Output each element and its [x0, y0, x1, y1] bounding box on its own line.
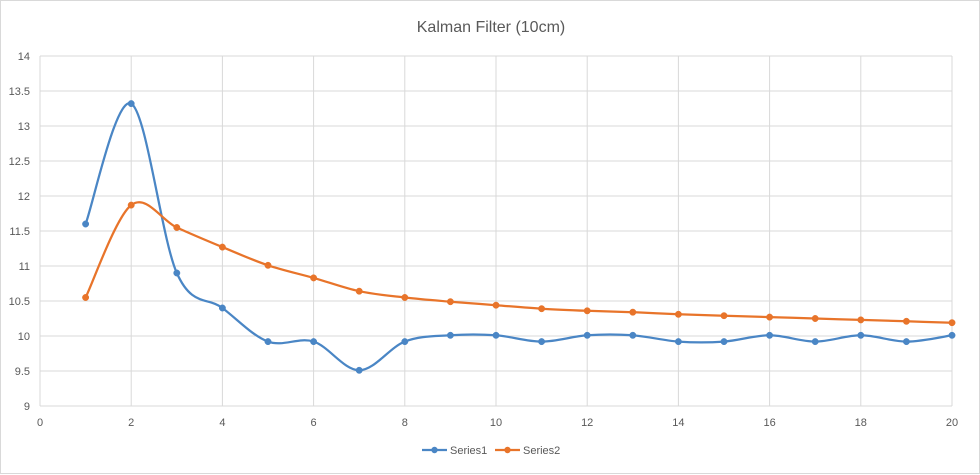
data-point — [720, 338, 728, 346]
legend-item: Series2 — [495, 445, 560, 457]
y-tick-label: 9 — [24, 401, 30, 413]
data-point — [446, 298, 454, 306]
data-point — [492, 301, 500, 309]
data-point — [720, 312, 728, 320]
data-point — [674, 338, 682, 346]
data-point — [264, 261, 272, 269]
data-point — [948, 319, 956, 327]
data-point — [948, 331, 956, 339]
data-point — [583, 331, 591, 339]
data-point — [902, 338, 910, 346]
data-point — [218, 304, 226, 312]
data-point — [173, 224, 181, 231]
data-point — [127, 201, 135, 209]
data-point — [401, 294, 409, 301]
y-tick-label: 13.5 — [9, 86, 30, 98]
x-tick-label: 14 — [672, 417, 684, 429]
data-point — [857, 316, 865, 324]
data-point — [766, 331, 774, 339]
grid-lines — [39, 55, 953, 407]
x-tick-label: 4 — [219, 417, 225, 429]
legend-marker — [431, 446, 438, 454]
series-series1 — [82, 100, 956, 374]
data-point — [127, 100, 135, 108]
legend-label: Series2 — [523, 445, 560, 457]
data-point — [401, 338, 409, 346]
data-point — [811, 315, 819, 322]
y-tick-label: 9.5 — [15, 366, 30, 378]
y-tick-label: 12 — [18, 191, 30, 203]
y-axis-ticks: 9 9.5 10 10.5 11 11.5 12 12.5 13 13.5 14 — [9, 51, 30, 413]
x-tick-label: 18 — [855, 417, 867, 429]
x-tick-label: 0 — [37, 417, 43, 429]
series-line — [84, 102, 953, 372]
chart-title: Kalman Filter (10cm) — [417, 19, 565, 36]
series-line — [84, 201, 953, 324]
x-tick-label: 12 — [581, 417, 593, 429]
y-tick-label: 10 — [18, 331, 30, 343]
x-tick-label: 20 — [946, 417, 958, 429]
data-point — [629, 331, 637, 339]
legend-label: Series1 — [450, 445, 487, 457]
legend: Series1 Series2 — [422, 445, 560, 457]
y-tick-label: 13 — [18, 121, 30, 133]
data-point — [538, 338, 546, 346]
series-series2 — [82, 201, 956, 327]
x-tick-label: 16 — [763, 417, 775, 429]
x-tick-label: 8 — [402, 417, 408, 429]
y-tick-label: 11 — [19, 261, 30, 273]
data-point — [310, 338, 318, 346]
x-axis-ticks: 0 2 4 6 8 10 12 14 16 18 20 — [37, 417, 958, 429]
data-point — [492, 331, 500, 339]
data-point — [82, 220, 90, 228]
data-point — [857, 331, 865, 339]
data-point — [766, 313, 774, 321]
data-point — [355, 287, 363, 295]
legend-item: Series1 — [422, 445, 487, 457]
data-point — [82, 294, 90, 301]
data-point — [902, 317, 910, 325]
x-tick-label: 2 — [128, 417, 134, 429]
data-point — [674, 310, 682, 318]
data-point — [538, 305, 546, 313]
data-point — [583, 307, 591, 315]
y-tick-label: 12.5 — [9, 156, 30, 168]
data-point — [218, 243, 226, 251]
data-point — [264, 338, 272, 346]
series-layer — [82, 100, 956, 374]
y-tick-label: 10.5 — [9, 296, 30, 308]
data-point — [310, 274, 318, 282]
x-tick-label: 6 — [311, 417, 317, 429]
legend-marker — [504, 446, 511, 454]
data-point — [173, 269, 181, 277]
data-point — [446, 331, 454, 339]
data-point — [811, 338, 819, 346]
y-tick-label: 11.5 — [9, 226, 30, 238]
y-tick-label: 14 — [18, 51, 30, 63]
data-point — [355, 366, 363, 374]
x-tick-label: 10 — [490, 417, 502, 429]
data-point — [629, 308, 637, 316]
